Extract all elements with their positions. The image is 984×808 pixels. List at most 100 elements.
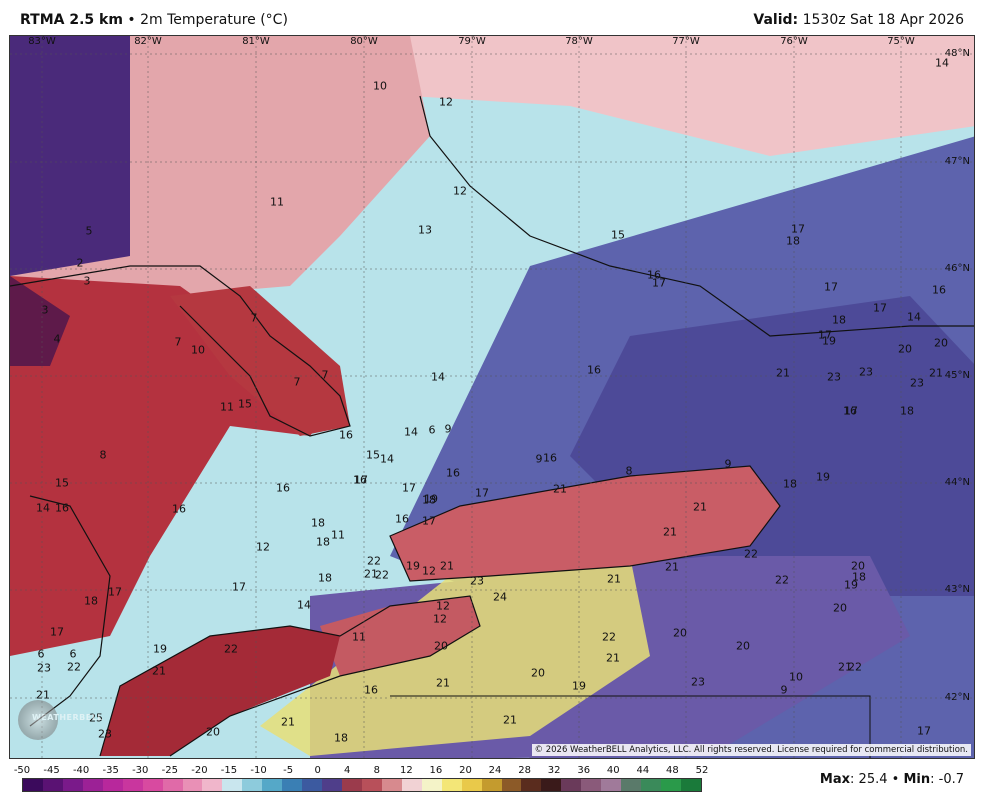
- station-value: 15: [366, 448, 380, 462]
- valid-time: Valid: 1530z Sat 18 Apr 2026: [753, 12, 964, 28]
- station-value: 23: [37, 661, 51, 675]
- station-value: 7: [321, 368, 329, 382]
- station-value: 14: [404, 425, 418, 439]
- station-value: 17: [232, 580, 246, 594]
- longitude-label: 77°W: [672, 36, 700, 47]
- latitude-label: 47°N: [944, 156, 970, 167]
- station-value: 18: [786, 234, 800, 248]
- colorbar-swatch: [581, 779, 602, 791]
- colorbar-swatch: [481, 779, 502, 791]
- stats-separator: •: [891, 772, 900, 787]
- station-value: 4: [53, 332, 61, 346]
- colorbar-swatch: [421, 779, 442, 791]
- lake-ontario-shore: [389, 465, 781, 582]
- station-value: 9: [444, 422, 452, 436]
- station-value: 18: [334, 731, 348, 745]
- station-value: 12: [439, 95, 453, 109]
- latitude-label: 45°N: [944, 370, 970, 381]
- station-value: 18: [422, 493, 436, 507]
- station-value: 21: [663, 525, 677, 539]
- station-value: 23: [859, 365, 873, 379]
- station-value: 20: [851, 559, 865, 573]
- station-value: 21: [693, 500, 707, 514]
- latitude-label: 43°N: [944, 584, 970, 595]
- station-value: 12: [422, 564, 436, 578]
- colorbar-swatch: [62, 779, 83, 791]
- station-value: 19: [816, 470, 830, 484]
- station-value: 14: [36, 501, 50, 515]
- colorbar-swatch: [601, 779, 622, 791]
- colorbar-swatch: [262, 779, 283, 791]
- station-value: 2: [76, 256, 84, 270]
- longitude-label: 75°W: [887, 36, 915, 47]
- station-value: 17: [422, 514, 436, 528]
- station-value: 17: [108, 585, 122, 599]
- station-value: 16: [843, 404, 857, 418]
- station-value: 16: [446, 466, 460, 480]
- station-value: 21: [776, 366, 790, 380]
- colorbar-swatch: [82, 779, 103, 791]
- colorbar-swatch: [680, 779, 701, 791]
- station-value: 14: [431, 370, 445, 384]
- station-value: 19: [844, 578, 858, 592]
- station-value: 9: [535, 452, 543, 466]
- weatherbell-logo: WEATHERBELL: [18, 700, 102, 740]
- warm-yellow-zone: [260, 556, 650, 756]
- station-value: 11: [352, 630, 366, 644]
- colorbar-tick-label: 28: [518, 765, 531, 776]
- colorbar-tick-label: 24: [488, 765, 502, 776]
- station-value: 21: [152, 664, 166, 678]
- station-value: 18: [900, 404, 914, 418]
- station-value: 21: [838, 660, 852, 674]
- colorbar-swatch: [561, 779, 582, 791]
- station-value: 14: [907, 310, 921, 324]
- colorbar-tick-label: -40: [72, 765, 90, 776]
- colorbar-swatch: [42, 779, 63, 791]
- station-value: 16: [276, 481, 290, 495]
- station-value: 9: [780, 683, 788, 697]
- colorbar-swatch: [541, 779, 562, 791]
- lake-erie-shore: [99, 595, 481, 757]
- colorbar-swatch: [302, 779, 323, 791]
- colorbar-swatch: [361, 779, 382, 791]
- station-value: 14: [297, 598, 311, 612]
- station-value: 8: [99, 448, 107, 462]
- station-value: 11: [270, 195, 284, 209]
- station-value: 18: [84, 594, 98, 608]
- max-label: Max: [819, 772, 851, 787]
- station-value: 21: [606, 651, 620, 665]
- station-value: 22: [775, 573, 789, 587]
- colorbar-swatch: [142, 779, 163, 791]
- station-value: 17: [791, 222, 805, 236]
- station-value: 20: [434, 639, 448, 653]
- map-header: RTMA 2.5 km • 2m Temperature (°C) Valid:…: [0, 0, 984, 36]
- lake-erie-west: [100, 626, 340, 756]
- colorbar-swatch: [222, 779, 243, 791]
- station-value: 18: [311, 516, 325, 530]
- min-label: Min: [903, 772, 931, 787]
- ottawa-river: [419, 95, 974, 337]
- station-value: 20: [531, 666, 545, 680]
- colorbar-swatch: [23, 779, 43, 791]
- station-value: 11: [331, 528, 345, 542]
- station-value: 18: [318, 571, 332, 585]
- station-value: 17: [652, 276, 666, 290]
- longitude-label: 83°W: [28, 36, 56, 47]
- colorbar-tick-label: -45: [43, 765, 60, 776]
- station-value: 21: [436, 676, 450, 690]
- colorbar-tick-label: -10: [250, 765, 267, 776]
- station-value: 23: [910, 376, 924, 390]
- colorbar-swatch: [621, 779, 642, 791]
- station-value: 21: [281, 715, 295, 729]
- station-value: 16: [353, 473, 367, 487]
- max-value: 25.4: [858, 772, 888, 787]
- colorbar-tick-label: 48: [666, 765, 679, 776]
- colorbar-swatch: [342, 779, 362, 791]
- station-value: 14: [380, 452, 394, 466]
- station-value: 19: [153, 642, 167, 656]
- copyright-notice: © 2026 WeatherBELL Analytics, LLC. All r…: [531, 744, 971, 756]
- station-value: 16: [587, 363, 601, 377]
- colorbar-swatch: [441, 779, 462, 791]
- station-value: 10: [191, 343, 205, 357]
- temperature-map[interactable]: 83°W 82°W 81°W 80°W 79°W 78°W 77°W 76°W 75°W 48°…: [9, 35, 975, 759]
